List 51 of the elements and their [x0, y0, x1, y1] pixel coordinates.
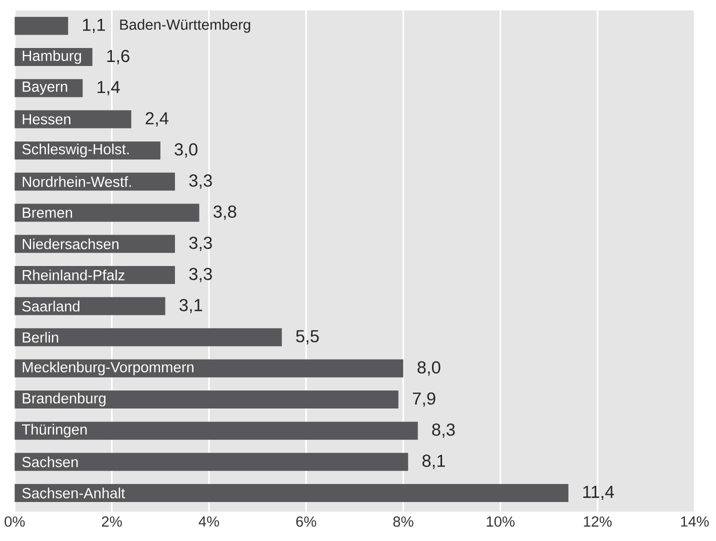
data-label: 3,3: [189, 268, 212, 282]
y-tick-label: Niedersachsen: [22, 238, 118, 250]
y-tick-label: Sachsen: [22, 456, 78, 468]
data-label: 11,4: [583, 486, 614, 500]
data-label: 3,0: [174, 143, 198, 158]
x-tick-label: 10%: [486, 516, 515, 527]
bar: [14, 452, 408, 471]
y-tick-label: Brandenburg: [22, 392, 106, 406]
data-label: 1,1: [83, 18, 105, 33]
x-tick-label: 12%: [584, 516, 612, 527]
y-tick-label: Baden-Württemberg: [120, 19, 250, 33]
x-tick-label: 6%: [296, 516, 316, 527]
x-tick-label: 14%: [681, 516, 709, 527]
data-label: 3,8: [214, 206, 236, 220]
y-tick-label: Thüringen: [22, 424, 87, 438]
data-label: 1,6: [107, 50, 130, 64]
bar: [14, 328, 282, 346]
bar: [14, 16, 68, 35]
y-tick-label: Hessen: [22, 114, 70, 124]
data-label: 8,1: [422, 454, 445, 469]
y-tick-label: Berlin: [22, 332, 58, 343]
x-tick-label: 8%: [393, 516, 414, 527]
data-label: 3,1: [180, 298, 202, 314]
y-tick-label: Saarland: [22, 300, 80, 312]
y-tick-label: Mecklenburg-Vorpommern: [22, 362, 194, 376]
y-tick-label: Nordrhein-Westf.: [22, 176, 131, 187]
x-tick-label: 4%: [198, 516, 220, 527]
y-tick-label: Bayern: [22, 82, 68, 95]
x-tick-label: 2%: [102, 516, 122, 527]
y-tick-label: Hamburg: [22, 50, 81, 64]
bar: [14, 484, 568, 502]
bar: [14, 390, 398, 409]
data-label: 8,3: [432, 424, 455, 438]
y-tick-label: Schleswig-Holst.: [22, 144, 129, 158]
data-label: 3,3: [189, 174, 212, 189]
y-tick-label: Rheinland-Pfalz: [22, 270, 124, 280]
data-label: 7,9: [412, 392, 436, 407]
data-label: 5,5: [296, 330, 319, 344]
data-label: 1,4: [98, 81, 120, 96]
data-label: 8,0: [418, 361, 440, 376]
x-tick-label: 0%: [4, 516, 25, 527]
bar: [14, 204, 200, 222]
bar: [14, 234, 175, 253]
y-tick-label: Bremen: [22, 208, 72, 218]
data-label: 2,4: [146, 112, 168, 126]
bar: [14, 297, 166, 316]
y-tick-label: Sachsen-Anhalt: [22, 488, 126, 498]
data-label: 3,3: [189, 236, 212, 252]
bar: [14, 359, 404, 378]
bar: [14, 110, 132, 128]
bar: [14, 422, 418, 440]
